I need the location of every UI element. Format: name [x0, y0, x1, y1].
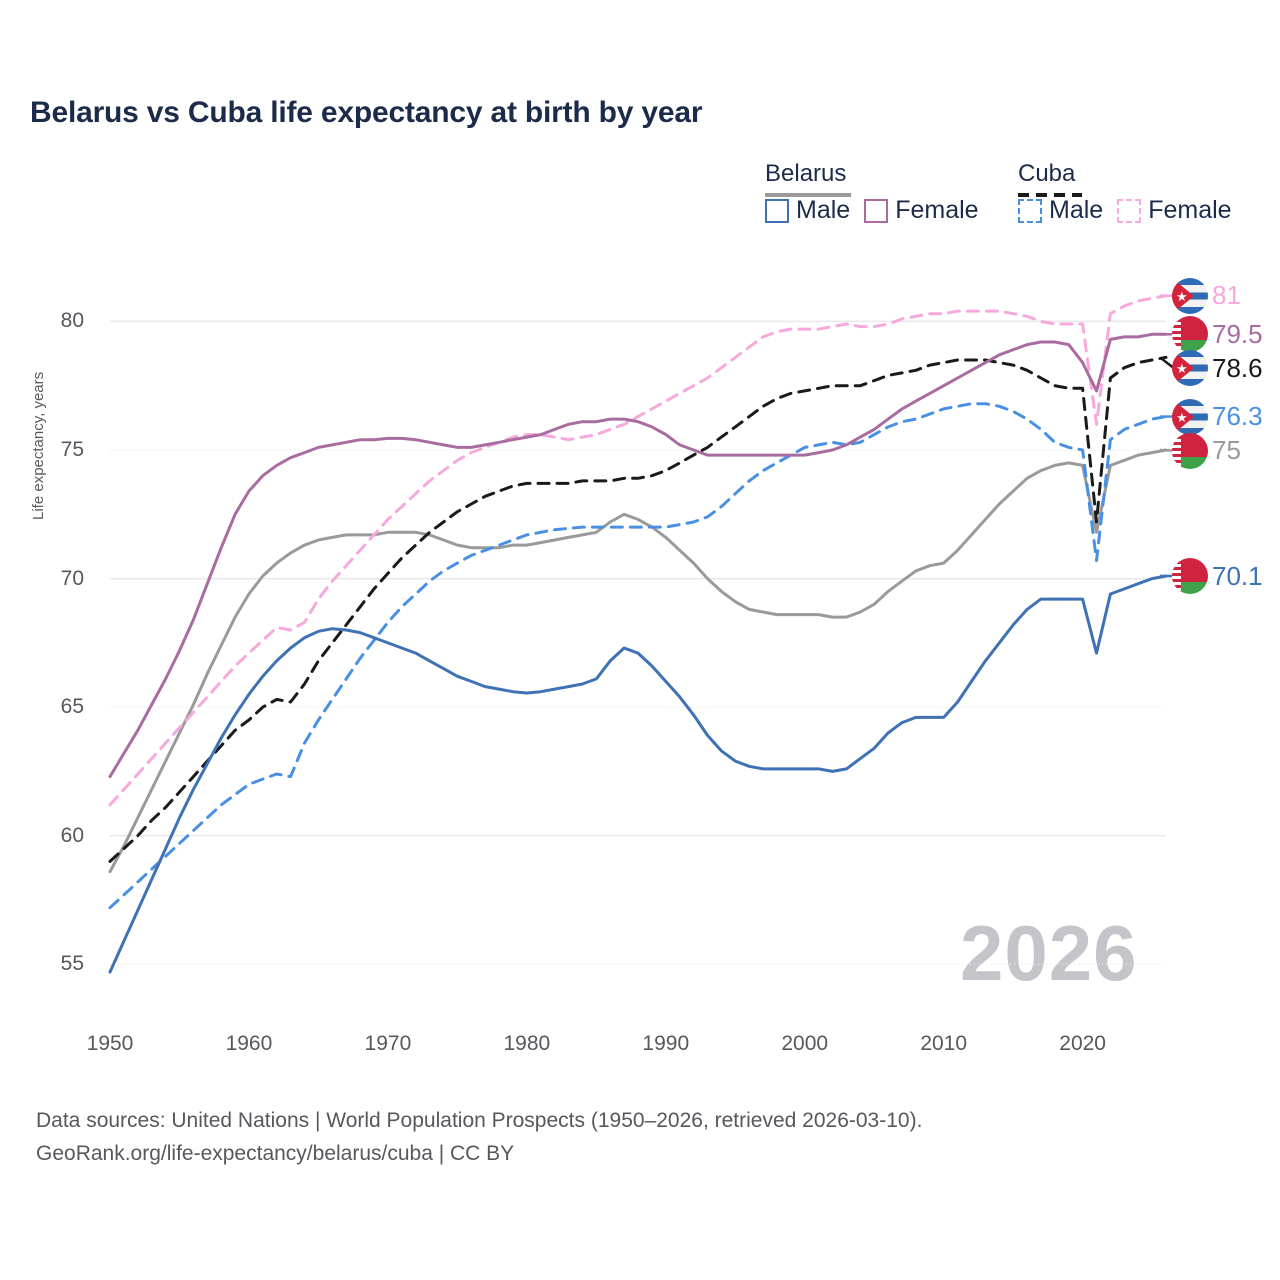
x-tick-label: 2020 [1059, 1032, 1106, 1055]
legend-label-cuba-female: Female [1148, 196, 1232, 224]
end-label-connector [1159, 448, 1175, 452]
end-label-connector [1159, 356, 1175, 370]
x-tick-label: 1950 [86, 1032, 134, 1055]
legend-rule-cuba [1018, 193, 1082, 197]
legend-item-belarus-female[interactable]: Female [864, 196, 979, 224]
end-label-value: 75 [1212, 435, 1241, 466]
y-tick-label: 80 [60, 309, 84, 333]
end-label-cuba-female[interactable]: ★ 81 [1172, 277, 1241, 314]
cuba-flag-icon: ★ [1172, 398, 1208, 435]
footer-line-1: Data sources: United Nations | World Pop… [36, 1109, 923, 1132]
series-line [108, 332, 1168, 779]
end-label-value: 79.5 [1212, 318, 1263, 349]
legend-label-cuba-male: Male [1049, 196, 1104, 224]
series-line [108, 355, 1168, 863]
cuba-flag-icon: ★ [1172, 277, 1208, 314]
end-label-cuba-male[interactable]: ★ 76.3 [1172, 398, 1263, 435]
x-tick-label: 1960 [225, 1032, 273, 1055]
end-label-cuba-both[interactable]: ★ 78.6 [1172, 350, 1263, 387]
legend-item-cuba-female[interactable]: Female [1117, 196, 1232, 224]
belarus-flag-icon [1172, 316, 1208, 353]
x-tick-label: 2000 [781, 1032, 829, 1055]
y-tick-label: 60 [60, 823, 84, 847]
legend-label-belarus-female: Female [895, 196, 979, 224]
series-line [108, 574, 1168, 974]
x-tick-label: 2010 [920, 1032, 968, 1055]
end-label-belarus-female[interactable]: 79.5 [1172, 316, 1263, 353]
end-label-value: 78.6 [1212, 352, 1263, 383]
end-label-belarus-both[interactable]: 75 [1172, 432, 1241, 469]
legend-swatch-belarus-male [765, 198, 789, 223]
page-title: Belarus vs Cuba life expectancy at birth… [30, 96, 703, 129]
y-tick-label: 75 [60, 438, 84, 461]
legend-group-belarus: Belarus Male Female [765, 160, 979, 223]
y-tick-label: 65 [60, 695, 84, 719]
series-line [108, 294, 1168, 807]
year-watermark: 2026 [960, 909, 1138, 997]
legend-item-belarus-male[interactable]: Male [765, 198, 850, 223]
chart-legend: Belarus Male Female Cuba Male [765, 160, 1255, 240]
y-tick-label: 55 [60, 952, 84, 976]
legend-group-cuba: Cuba Male Female [1018, 160, 1232, 223]
legend-country-cuba: Cuba [1018, 160, 1076, 187]
x-tick-label: 1990 [642, 1032, 690, 1055]
legend-swatch-cuba-female [1117, 198, 1142, 223]
belarus-flag-icon [1172, 558, 1208, 594]
x-tick-label: 1980 [503, 1032, 551, 1055]
cuba-flag-icon: ★ [1172, 350, 1208, 387]
belarus-flag-icon [1172, 432, 1208, 469]
end-label-value: 81 [1212, 280, 1241, 311]
end-label-belarus-male[interactable]: 70.1 [1172, 558, 1263, 594]
x-tick-label: 1970 [364, 1032, 412, 1055]
footer-credits: Data sources: United Nations | World Pop… [36, 1104, 922, 1170]
series-line [108, 402, 1168, 910]
legend-country-belarus: Belarus [765, 160, 847, 187]
legend-label-belarus-male: Male [796, 196, 851, 224]
series-line [108, 448, 1168, 874]
legend-item-cuba-male[interactable]: Male [1018, 198, 1103, 223]
end-label-value: 70.1 [1212, 560, 1263, 591]
end-label-value: 76.3 [1212, 401, 1263, 432]
footer-line-2: GeoRank.org/life-expectancy/belarus/cuba… [36, 1142, 515, 1166]
legend-rule-belarus [765, 193, 851, 197]
legend-swatch-belarus-female [864, 198, 889, 223]
legend-swatch-cuba-male [1018, 198, 1042, 223]
y-tick-label: 70 [60, 566, 84, 590]
